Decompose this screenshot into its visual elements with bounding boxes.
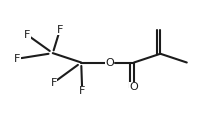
Text: O: O <box>129 82 138 92</box>
Text: F: F <box>50 78 57 88</box>
Text: F: F <box>14 54 20 64</box>
Text: F: F <box>56 25 63 35</box>
Text: F: F <box>79 86 85 96</box>
Text: O: O <box>105 58 114 68</box>
Text: F: F <box>24 30 31 40</box>
